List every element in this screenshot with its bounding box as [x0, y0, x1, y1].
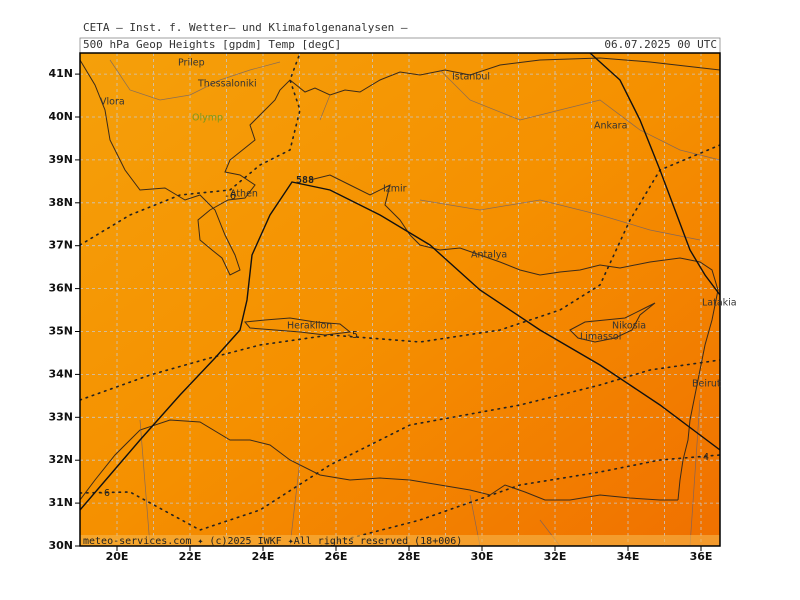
lon-label: 30E [471, 550, 494, 563]
lat-label: 39N [48, 153, 73, 166]
lon-label: 24E [252, 550, 275, 563]
isotherm [80, 359, 720, 531]
lon-label: 26E [325, 550, 348, 563]
valid-time: 06.07.2025 00 UTC [604, 38, 717, 51]
cyprus [569, 302, 656, 343]
lat-label: 37N [48, 239, 73, 252]
place: Nikosia [612, 321, 646, 332]
map-frame [79, 52, 721, 547]
coastline [309, 174, 719, 501]
map-body: meteo-services.com ✦ (c)2025 IWKF ✦All r… [80, 53, 720, 547]
lat-label: 41N [48, 67, 73, 80]
place: Latakia [702, 298, 737, 309]
coastline [80, 419, 678, 501]
temperature-field [80, 53, 720, 546]
grid [80, 53, 720, 546]
place: Limassol [580, 332, 621, 343]
lon-label: 34E [617, 550, 640, 563]
lat-label: 36N [48, 282, 73, 295]
isotherm [80, 53, 301, 246]
isotherm [319, 454, 720, 546]
contour-label: -5 [346, 330, 358, 341]
height-contour [589, 53, 720, 296]
contour-label: -6 [224, 191, 236, 202]
institute: CETA — Inst. f. Wetter— und Klimafolgena… [83, 21, 408, 34]
footer-band [80, 535, 720, 546]
place: Izmir [383, 184, 407, 195]
crete [244, 317, 352, 336]
contour-label: 588 [296, 175, 314, 186]
place: Olymp [192, 113, 223, 124]
lon-label: 28E [398, 550, 421, 563]
contour-label: -4 [697, 452, 709, 463]
place: Vlora [100, 97, 125, 108]
footer: meteo-services.com ✦ (c)2025 IWKF ✦All r… [83, 536, 462, 547]
contour-label: -6 [98, 488, 110, 499]
borders [109, 59, 720, 546]
lat-label: 31N [48, 496, 73, 509]
lat-label: 35N [48, 325, 73, 338]
lon-label: 36E [690, 550, 713, 563]
lat-label: 40N [48, 110, 73, 123]
coastline [80, 57, 720, 276]
lat-label: 34N [48, 367, 73, 380]
lat-label: 30N [48, 539, 73, 552]
place: Prilep [178, 58, 205, 69]
place: Heraklion [287, 321, 332, 332]
place: Ankara [594, 121, 627, 132]
lon-label: 20E [106, 550, 129, 563]
place: Beirut [692, 379, 721, 390]
lon-label: 22E [179, 550, 202, 563]
place: Istanbul [452, 72, 490, 83]
place: Antalya [471, 250, 507, 261]
place: Athen [230, 189, 258, 200]
product: 500 hPa Geop Heights [gpdm] Temp [degC] [83, 38, 341, 51]
lat-label: 33N [48, 410, 73, 423]
height-contour [80, 181, 720, 511]
place: Thessaloniki [197, 79, 257, 90]
lat-label: 38N [48, 196, 73, 209]
lat-label: 32N [48, 453, 73, 466]
lon-label: 32E [544, 550, 567, 563]
isotherm [80, 144, 720, 401]
